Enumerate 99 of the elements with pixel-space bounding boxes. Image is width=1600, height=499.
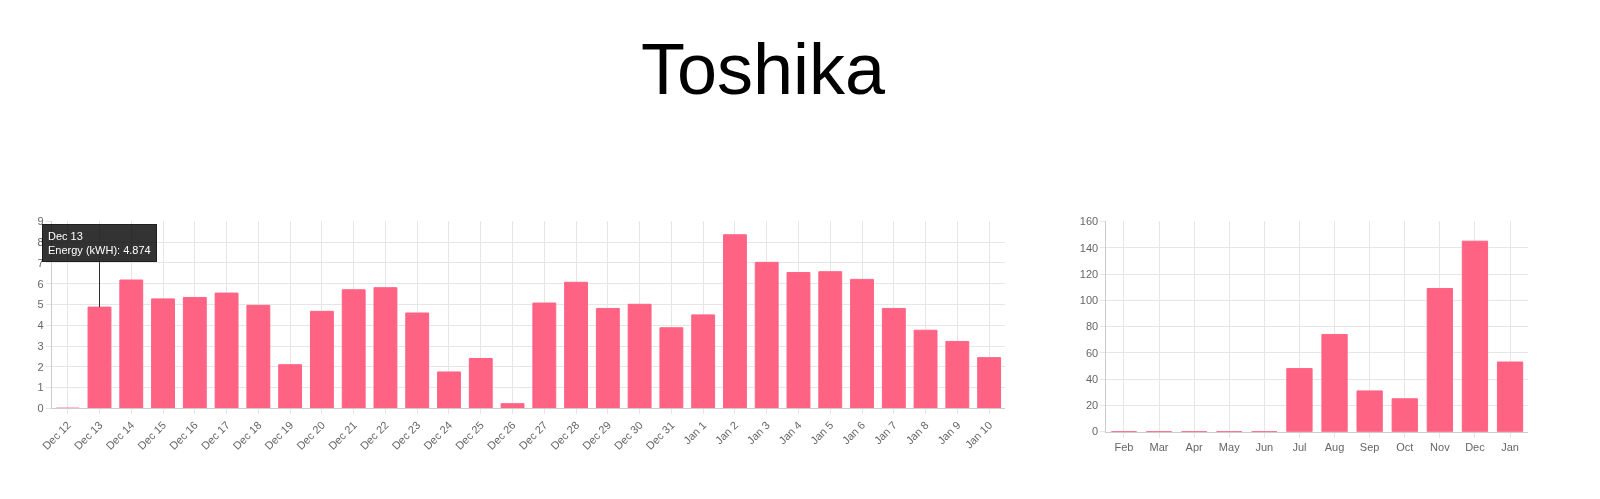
x-tick-label: Dec 29 xyxy=(580,418,614,452)
bar xyxy=(246,304,271,409)
bar xyxy=(595,307,620,409)
x-tick-label: May xyxy=(1218,440,1241,453)
bar xyxy=(278,364,303,409)
bar xyxy=(182,296,207,409)
bar xyxy=(691,314,716,409)
bar xyxy=(1321,333,1348,432)
x-tick-label: Jan 1 xyxy=(680,418,709,447)
chart-title: Toshika xyxy=(641,29,887,109)
y-tick-label: 120 xyxy=(1079,267,1099,280)
x-tick-label: Dec 25 xyxy=(452,418,487,452)
x-tick-label: Jul xyxy=(1292,440,1307,453)
x-tick-label: Dec 12 xyxy=(39,418,74,452)
y-tick-label: 7 xyxy=(37,256,44,269)
bar xyxy=(945,340,970,409)
bar xyxy=(881,307,906,409)
x-tick-label: Dec 23 xyxy=(389,418,423,452)
bar xyxy=(405,312,430,409)
bar xyxy=(723,234,747,409)
bar xyxy=(119,279,144,409)
x-tick-label: Jan xyxy=(1501,440,1519,453)
y-tick-label: 1 xyxy=(37,381,44,394)
x-tick-label: Dec 24 xyxy=(421,418,455,452)
x-tick-label: Dec 14 xyxy=(103,418,137,452)
bar xyxy=(1286,368,1313,432)
x-tick-label: Dec 28 xyxy=(548,418,582,452)
bar xyxy=(913,329,938,409)
bar xyxy=(1391,398,1418,432)
x-tick-label: Dec 30 xyxy=(611,418,645,452)
bar xyxy=(500,403,525,409)
x-tick-label: Jun xyxy=(1255,440,1274,453)
bar xyxy=(1426,287,1453,432)
x-tick-label: Jan 7 xyxy=(871,418,900,447)
bar xyxy=(754,261,779,409)
bar xyxy=(1496,361,1524,432)
bar xyxy=(564,281,589,409)
annotation: Dec 13 Energy (kWH): 4.874 xyxy=(48,230,151,257)
x-tick-label: Nov xyxy=(1430,440,1451,453)
bar xyxy=(373,287,398,409)
y-tick-label: 6 xyxy=(37,277,44,290)
y-tick-label: 4 xyxy=(37,319,44,332)
x-tick-label: Jan 9 xyxy=(935,418,963,447)
x-tick-label: Jan 3 xyxy=(744,418,773,447)
x-tick-label: Dec 26 xyxy=(484,418,518,452)
x-tick-label: Dec 17 xyxy=(198,418,232,452)
y-tick-label: 160 xyxy=(1079,215,1099,228)
y-tick-label: 100 xyxy=(1079,294,1099,307)
y-tick-label: 60 xyxy=(1085,346,1099,359)
bar xyxy=(627,303,652,409)
bar xyxy=(818,271,843,409)
x-tick-label: Dec 18 xyxy=(230,418,264,452)
bar xyxy=(151,298,175,409)
bar xyxy=(532,302,557,409)
bar xyxy=(87,306,112,409)
bar xyxy=(437,371,461,409)
x-tick-label: Jan 10 xyxy=(962,418,995,451)
bar xyxy=(309,310,334,409)
y-tick-label: 5 xyxy=(37,298,44,311)
y-tick-label: 0 xyxy=(1092,425,1099,438)
y-tick-label: 40 xyxy=(1085,372,1099,385)
y-tick-label: 9 xyxy=(37,215,44,228)
x-tick-label: Dec 22 xyxy=(357,418,391,452)
x-tick-label: Dec 16 xyxy=(166,418,201,452)
x-tick-label: Dec 20 xyxy=(294,418,328,452)
bar xyxy=(341,289,366,409)
x-tick-label: Jan 5 xyxy=(808,418,836,447)
x-tick-label: Dec 21 xyxy=(325,418,359,452)
y-tick-label: 2 xyxy=(37,360,44,373)
x-tick-label: Dec 19 xyxy=(262,418,296,452)
x-tick-label: Dec 27 xyxy=(516,418,550,452)
x-tick-label: Dec 13 xyxy=(71,418,105,452)
y-tick-label: 20 xyxy=(1085,399,1099,412)
bar xyxy=(659,327,684,409)
x-tick-label: Jan 6 xyxy=(839,418,868,447)
bar xyxy=(1356,390,1383,432)
x-tick-label: Jan 2 xyxy=(712,418,741,447)
y-tick-label: 8 xyxy=(37,236,44,249)
x-tick-label: Dec 15 xyxy=(135,418,169,452)
y-tick-label: 140 xyxy=(1079,241,1099,254)
bar xyxy=(786,272,811,409)
y-tick-label: 0 xyxy=(37,402,44,415)
y-tick-label: 3 xyxy=(37,339,44,352)
x-tick-label: Jan 8 xyxy=(903,418,931,447)
x-tick-label: Aug xyxy=(1324,440,1345,453)
y-tick-label: 80 xyxy=(1085,320,1099,333)
x-tick-label: Feb xyxy=(1114,440,1134,453)
x-tick-label: Mar xyxy=(1149,440,1169,453)
bar xyxy=(214,292,239,409)
x-tick-label: Sep xyxy=(1359,440,1380,453)
bar xyxy=(850,278,874,409)
bar xyxy=(977,357,1002,409)
bar xyxy=(1461,240,1489,432)
x-tick-label: Jan 4 xyxy=(776,418,804,447)
x-tick-label: Oct xyxy=(1396,440,1414,453)
x-tick-label: Dec xyxy=(1465,440,1486,453)
bar xyxy=(468,357,493,409)
x-tick-label: Apr xyxy=(1185,440,1204,453)
x-tick-label: Dec 31 xyxy=(643,418,677,452)
